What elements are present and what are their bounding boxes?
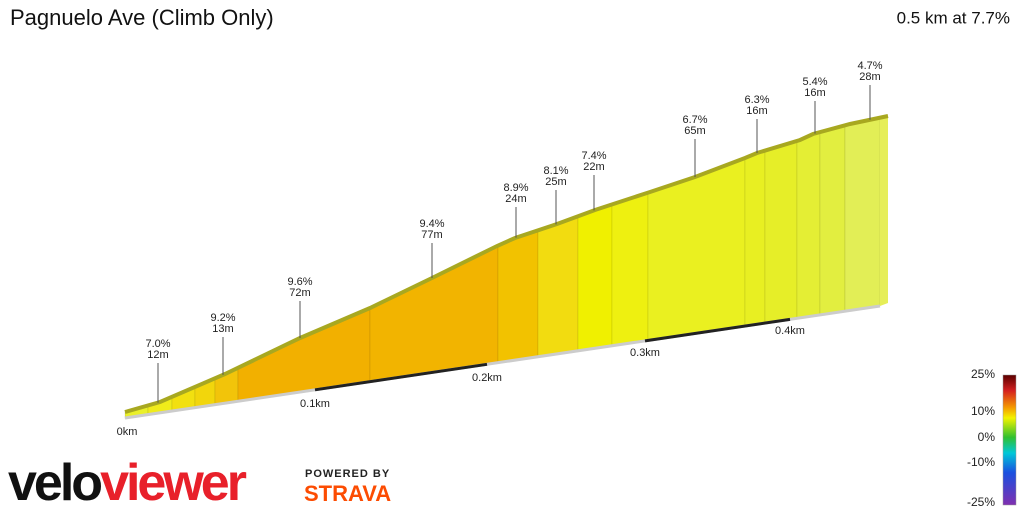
segment-gradient: 4.7% [857, 60, 882, 72]
segment-length: 24m [505, 193, 526, 205]
distance-band [314, 362, 488, 392]
segment-gradient: 9.6% [287, 276, 312, 288]
segment-length: 12m [147, 349, 168, 361]
title: Pagnuelo Ave (Climb Only) [10, 5, 274, 30]
legend-label: -10% [967, 455, 995, 469]
segment-gradient: 8.1% [543, 165, 568, 177]
segment-length: 25m [545, 176, 566, 188]
segment-gradient: 9.2% [210, 312, 235, 324]
segment-length: 16m [804, 87, 825, 99]
profile: 7.0%12m9.2%13m9.6%72m9.4%77m8.9%24m8.1%2… [117, 60, 889, 438]
gradient-band [537, 215, 579, 358]
powered-by: POWERED BY [305, 468, 390, 480]
segment-gradient: 6.7% [682, 114, 707, 126]
strava: STRAVA [304, 481, 391, 506]
logo: veloviewer [8, 454, 247, 512]
segment-length: 22m [583, 161, 604, 173]
gradient-band [369, 244, 499, 383]
gradient-band [744, 149, 766, 327]
segment-length: 16m [746, 105, 767, 117]
segment-length: 72m [289, 287, 310, 299]
legend-label: -25% [967, 495, 995, 509]
gradient-band [577, 203, 613, 352]
gradient-band [647, 157, 746, 341]
segment-length: 65m [684, 125, 705, 137]
distance-label: 0.3km [630, 347, 660, 359]
gradient-band [796, 131, 821, 319]
gradient-band [611, 191, 649, 347]
gradient-band [844, 117, 881, 312]
legend-bar [1002, 374, 1017, 506]
segment-gradient: 5.4% [802, 76, 827, 88]
segment-length: 77m [421, 229, 442, 241]
gradient-band [819, 124, 846, 316]
gradient-band [764, 140, 798, 324]
gradient-band [237, 307, 371, 402]
segment-gradient: 6.3% [744, 94, 769, 106]
segment-length: 13m [212, 323, 233, 335]
ridge [124, 114, 889, 414]
legend-label: 0% [978, 430, 996, 444]
distance-label: 0.4km [775, 325, 805, 337]
segment-gradient: 8.9% [503, 182, 528, 194]
distance-label: 0.2km [472, 372, 502, 384]
legend-label: 25% [971, 367, 995, 381]
segment-length: 28m [859, 71, 880, 83]
profile-end [880, 116, 888, 306]
summary: 0.5 km at 7.7% [897, 8, 1010, 27]
legend-label: 10% [971, 404, 995, 418]
segment-gradient: 7.4% [581, 150, 606, 162]
distance-band [644, 317, 791, 343]
segment-gradient: 7.0% [145, 338, 170, 350]
distance-label: 0km [117, 426, 138, 438]
gradient-band [497, 229, 539, 364]
segment-gradient: 9.4% [419, 218, 444, 230]
distance-label: 0.1km [300, 398, 330, 410]
